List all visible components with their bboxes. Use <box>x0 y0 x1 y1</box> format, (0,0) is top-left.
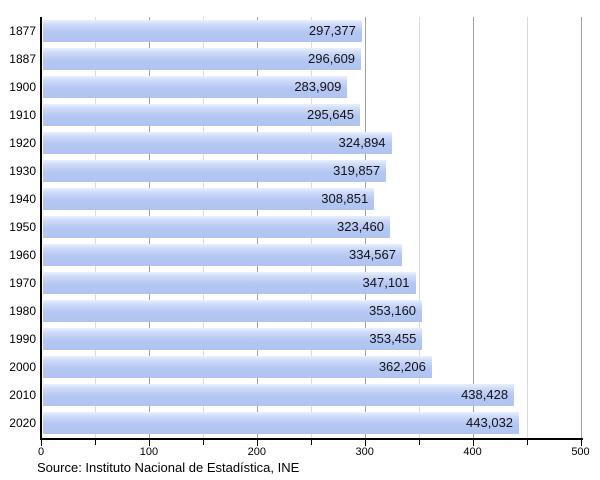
gridline-major <box>580 17 582 438</box>
x-axis-major-tick <box>472 440 474 446</box>
bar-value-label: 308,851 <box>321 190 369 206</box>
y-axis-label: 1940 <box>9 191 36 206</box>
y-axis-label: 1980 <box>9 304 36 319</box>
y-axis-label: 1970 <box>9 276 36 291</box>
bar: 353,160 <box>43 300 423 323</box>
y-axis-label: 2020 <box>9 416 36 431</box>
y-axis-label: 1910 <box>9 107 36 122</box>
y-axis-label: 1950 <box>9 219 36 234</box>
y-axis-line <box>40 17 42 440</box>
gridline-minor <box>526 17 528 438</box>
bar: 347,101 <box>43 272 416 295</box>
x-axis-tick-label: 500 <box>571 446 590 458</box>
x-axis-minor-tick <box>526 440 528 445</box>
y-axis-label: 2010 <box>9 388 36 403</box>
bar-value-label: 347,101 <box>362 275 410 291</box>
bar-value-label: 353,160 <box>369 303 417 319</box>
bar-value-label: 362,206 <box>378 359 426 375</box>
x-axis-major-tick <box>148 440 150 446</box>
x-axis-tick-label: 0 <box>37 446 45 458</box>
bar-value-label: 297,377 <box>308 22 356 38</box>
x-axis-tick-label: 100 <box>139 446 159 458</box>
bar: 324,894 <box>43 131 392 154</box>
bar: 353,455 <box>43 328 423 351</box>
bar: 319,857 <box>43 159 387 182</box>
y-axis-label: 2000 <box>9 360 36 375</box>
x-axis-major-tick <box>41 440 42 446</box>
x-axis-major-tick <box>580 440 582 446</box>
bar-value-label: 353,455 <box>369 331 417 347</box>
x-axis-minor-tick <box>94 440 96 445</box>
bar-value-label: 295,645 <box>307 106 354 122</box>
bar: 297,377 <box>43 19 362 42</box>
bar-value-label: 323,460 <box>337 218 384 234</box>
bar-value-label: 283,909 <box>294 78 342 94</box>
x-axis-line <box>40 438 583 440</box>
bar: 295,645 <box>43 103 360 126</box>
y-axis-label: 1960 <box>9 248 36 263</box>
bar-value-label: 443,032 <box>466 415 514 431</box>
y-axis-label: 1930 <box>9 163 36 178</box>
gridline-major <box>472 17 474 438</box>
bar: 438,428 <box>43 384 515 407</box>
y-axis-label: 1887 <box>9 51 36 66</box>
bar: 308,851 <box>43 187 375 210</box>
x-axis-tick-label: 300 <box>355 446 374 458</box>
x-axis-major-tick <box>256 440 258 446</box>
y-axis-label: 1990 <box>9 332 36 347</box>
gridline-minor <box>418 17 420 438</box>
bar-value-label: 334,567 <box>348 247 396 263</box>
bar-value-label: 319,857 <box>333 162 381 178</box>
bar: 296,609 <box>43 47 362 70</box>
y-axis-label: 1900 <box>9 79 36 94</box>
x-axis-minor-tick <box>202 440 204 445</box>
bar-value-label: 324,894 <box>338 134 386 150</box>
y-axis-label: 1877 <box>9 23 36 38</box>
x-axis-minor-tick <box>418 440 420 445</box>
bar: 443,032 <box>43 412 520 435</box>
bar: 334,567 <box>43 244 402 267</box>
bar-value-label: 438,428 <box>461 387 509 403</box>
bar: 283,909 <box>43 75 348 98</box>
x-axis-minor-tick <box>310 440 312 445</box>
bar-value-label: 296,609 <box>308 50 356 66</box>
x-axis-major-tick <box>364 440 366 446</box>
bar: 323,460 <box>43 215 390 238</box>
y-axis-label: 1920 <box>9 135 36 150</box>
source-caption: Source: Instituto Nacional de Estadístic… <box>37 460 300 475</box>
x-axis-tick-label: 400 <box>463 446 482 458</box>
bar: 362,206 <box>43 356 432 379</box>
x-axis-tick-label: 200 <box>247 446 266 458</box>
